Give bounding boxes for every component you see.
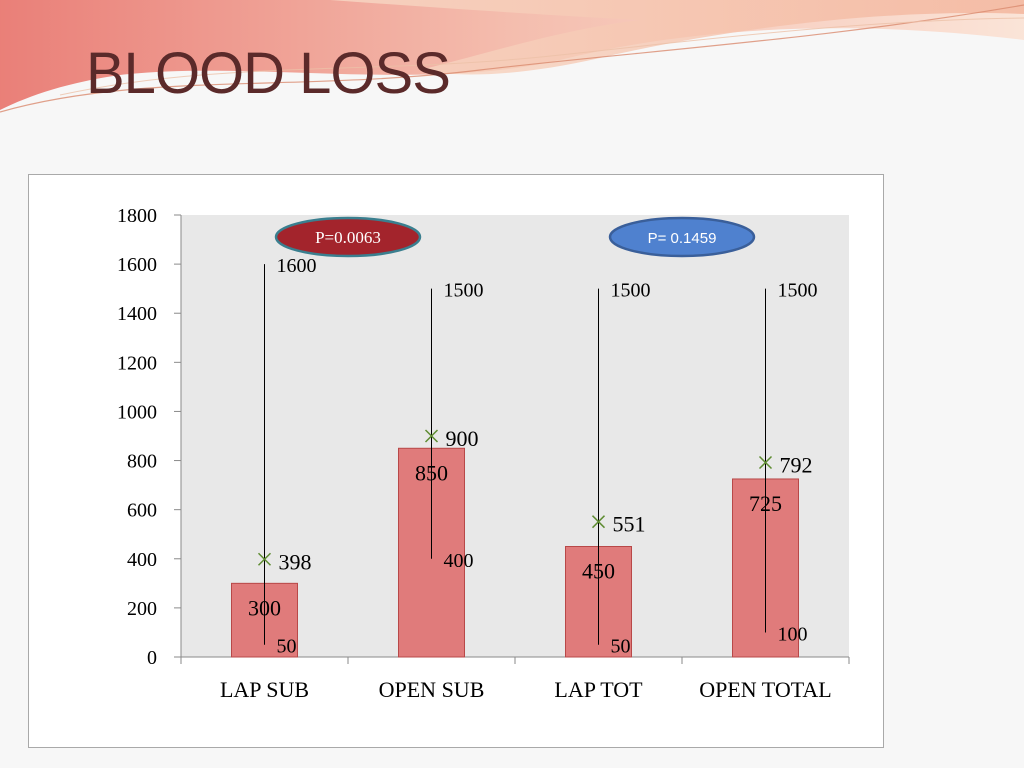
- bar-value-label: 850: [415, 460, 448, 485]
- y-tick-label: 200: [127, 598, 157, 620]
- mean-label: 900: [446, 426, 479, 451]
- y-tick-label: 1800: [117, 205, 157, 227]
- y-tick-label: 800: [127, 451, 157, 473]
- range-min-label: 400: [444, 550, 474, 572]
- p-value-bubble: [274, 216, 422, 258]
- mean-marker: [257, 552, 272, 566]
- x-tick-label: LAP SUB: [220, 677, 309, 702]
- mean-marker: [424, 429, 439, 443]
- x-tick-label: OPEN TOTAL: [699, 677, 831, 702]
- range-max-label: 1500: [611, 280, 651, 302]
- y-tick-label: 1400: [117, 303, 157, 325]
- range-max-label: 1500: [444, 280, 484, 302]
- p-value-bubble: [608, 216, 756, 258]
- bar-value-label: 725: [749, 491, 782, 516]
- range-min-label: 100: [778, 623, 808, 645]
- header-swoosh-line-2: [59, 17, 1024, 96]
- y-tick-label: 600: [127, 500, 157, 522]
- range-min-label: 50: [611, 636, 631, 658]
- bar-value-label: 450: [582, 559, 615, 584]
- y-tick-label: 1600: [117, 254, 157, 276]
- y-tick-label: 1000: [117, 401, 157, 423]
- p-value-label: P= 0.1459: [648, 230, 717, 247]
- chart-frame: 0 200 400 600 800 1000 1200 1400 1600 1800 LAP SUB…: [28, 174, 884, 748]
- header-swoosh-line: [0, 4, 1024, 113]
- header-swoosh-light: [330, 0, 1024, 75]
- mean-marker: [758, 455, 773, 470]
- y-tick-label: 1200: [117, 352, 157, 374]
- blood-loss-chart: 0 200 400 600 800 1000 1200 1400 1600 1800 LAP SUB…: [117, 205, 850, 702]
- x-tick-label: LAP TOT: [554, 677, 643, 702]
- bar-value-label: 300: [248, 595, 281, 620]
- mean-label: 551: [613, 512, 646, 537]
- range-max-label: 1500: [778, 280, 818, 302]
- y-tick-label: 0: [147, 647, 157, 669]
- mean-label: 792: [780, 453, 813, 478]
- slide-title: BLOOD LOSS: [86, 41, 451, 106]
- y-tick-label: 400: [127, 549, 157, 571]
- mean-label: 398: [279, 549, 312, 574]
- range-min-label: 50: [277, 636, 297, 658]
- range-max-label: 1600: [277, 255, 317, 277]
- p-value-label: P=0.0063: [315, 228, 381, 247]
- x-tick-label: OPEN SUB: [379, 677, 485, 702]
- mean-marker: [591, 515, 606, 529]
